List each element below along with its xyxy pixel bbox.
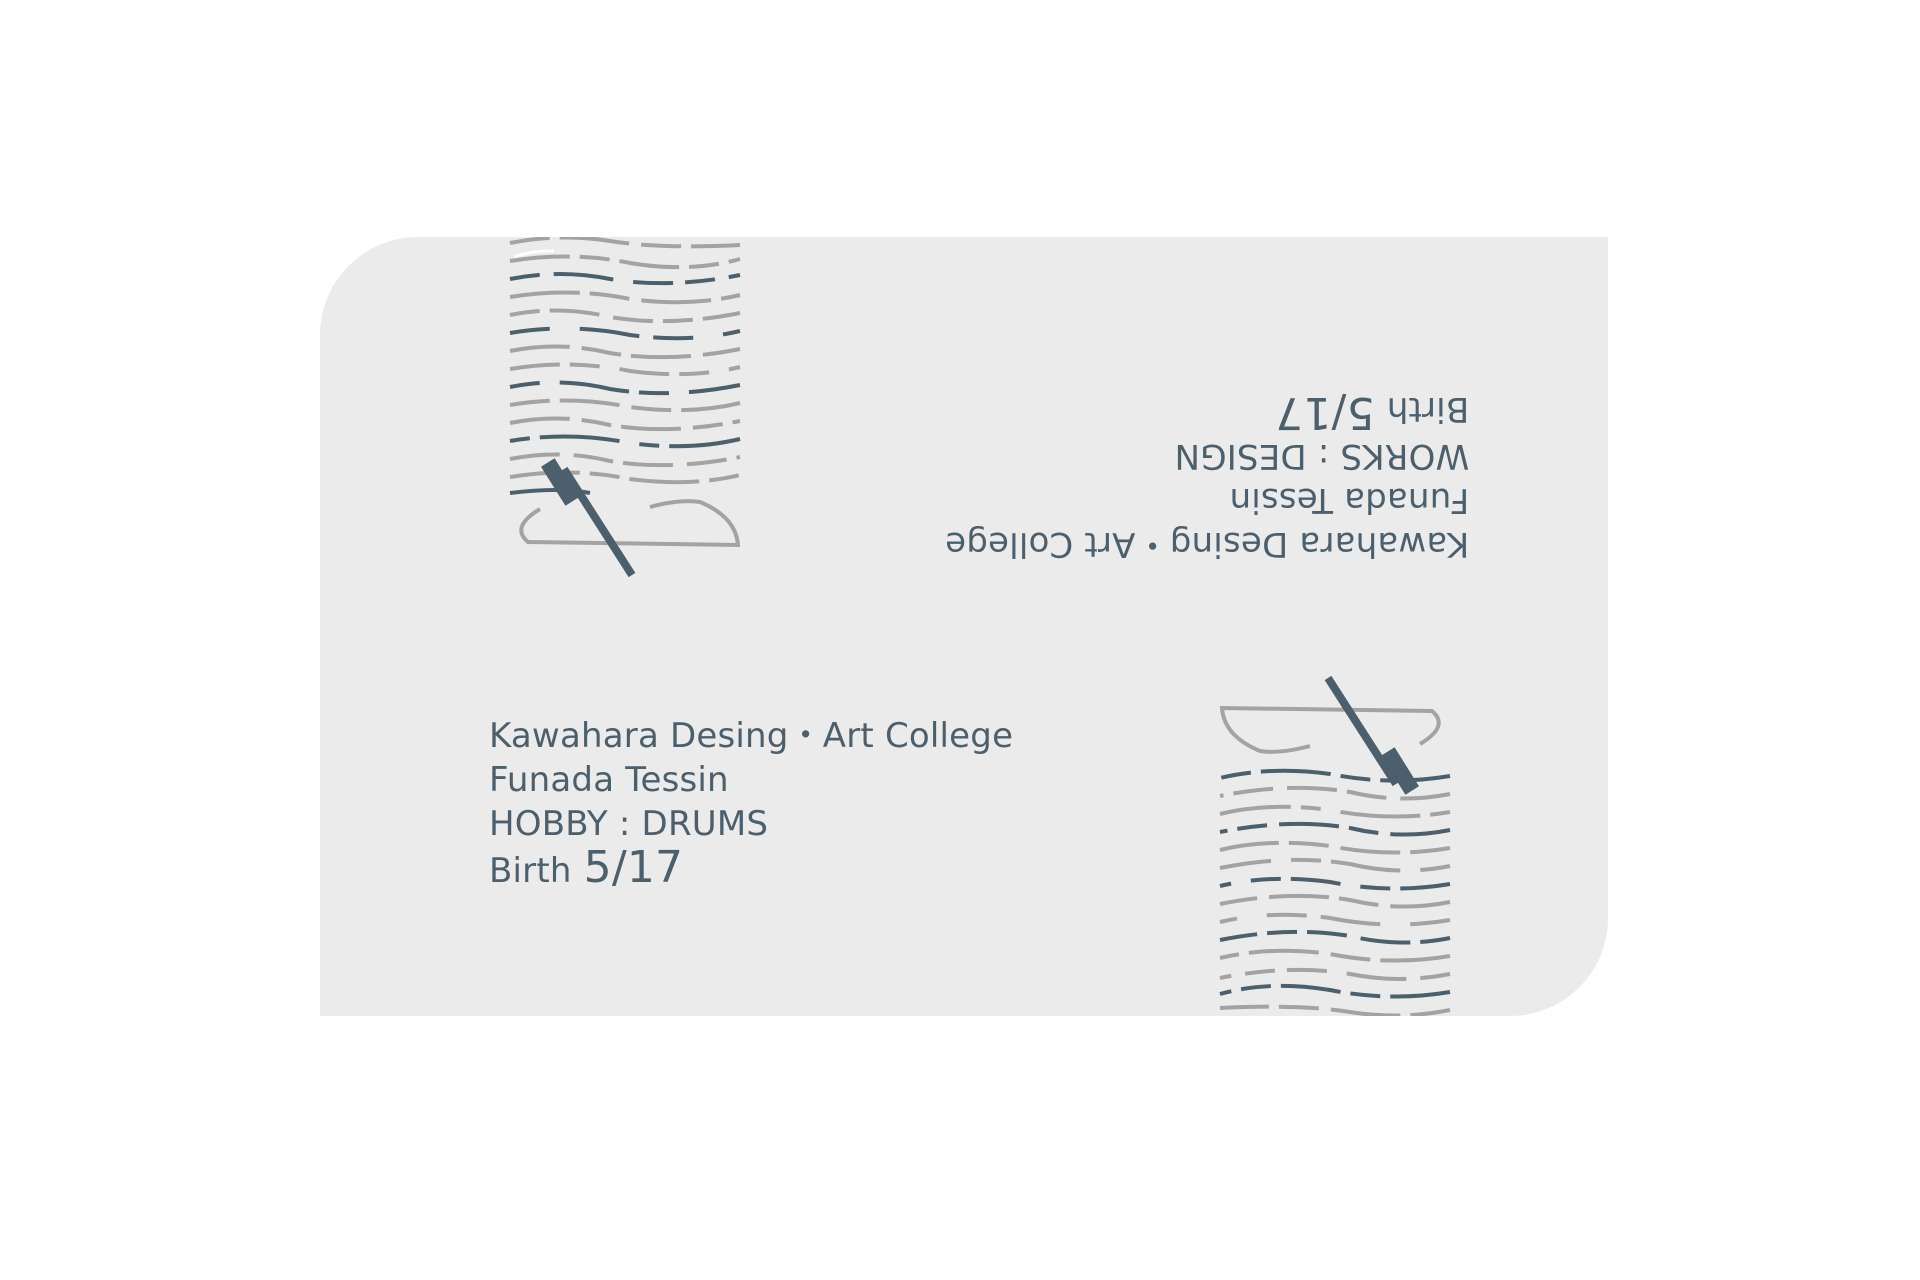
birth-line: Birth 5/17 [489,846,1013,893]
hobby-line: HOBBY : DRUMS [489,804,769,844]
birth-value-back: 5/17 [1274,387,1375,438]
business-card: Kawahara Desing・Art College Funada Tessi… [320,237,1608,1016]
school-name-back: Kawahara Desing・Art College [945,524,1470,564]
birth-label: Birth [489,851,572,891]
school-name: Kawahara Desing・Art College [489,716,1014,756]
person-name: Funada Tessin [489,760,729,800]
brush-wave-icon [1200,676,1460,1016]
card-info-back: Kawahara Desing・Art College Funada Tessi… [945,387,1469,566]
birth-value: 5/17 [583,842,684,893]
birth-line-back: Birth 5/17 [945,387,1470,438]
works-line: WORKS : DESIGN [1174,436,1470,476]
person-name-back: Funada Tessin [1229,480,1470,520]
brush-wave-icon [500,237,760,577]
birth-label-back: Birth [1386,389,1470,429]
card-info-front: Kawahara Desing・Art College Funada Tessi… [489,714,1013,893]
